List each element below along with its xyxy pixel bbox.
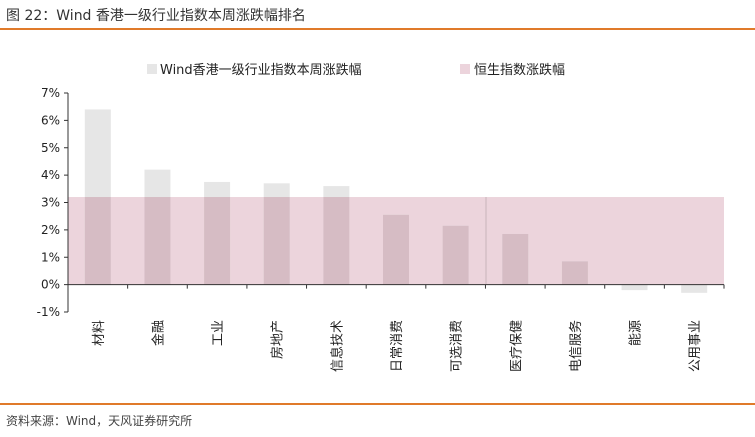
category-label: 房地产 (270, 320, 286, 359)
legend-swatch-sector (147, 64, 157, 74)
chart: Wind香港一级行业指数本周涨跌幅 恒生指数涨跌幅 7% 6% 5% 4% 3% 2% 1%… (37, 62, 725, 372)
legend-swatch-hsi (460, 64, 470, 74)
category-label: 金融 (150, 320, 166, 346)
legend: Wind香港一级行业指数本周涨跌幅 恒生指数涨跌幅 (147, 62, 565, 78)
bar-overlap-3 (263, 197, 290, 285)
bar-overlap-8 (561, 261, 588, 285)
category-label: 电信服务 (568, 320, 584, 372)
category-label: 医疗保健 (509, 320, 524, 372)
bar-overlap-0 (84, 197, 111, 285)
bar-10 (681, 284, 708, 293)
legend-label-hsi: 恒生指数涨跌幅 (474, 62, 565, 78)
source-note: 资料来源：Wind，天风证券研究所 (6, 414, 193, 428)
y-tick-label: 6% (41, 113, 60, 127)
y-tick-label: 7% (41, 86, 60, 100)
y-tick-label: 3% (41, 196, 60, 210)
y-tick-label: 1% (41, 250, 60, 264)
bar-overlap-5 (383, 214, 409, 285)
y-tick-label: -1% (37, 305, 60, 319)
category-label: 材料 (92, 320, 107, 346)
y-tick-label: 4% (41, 168, 60, 182)
bar-overlap-1 (144, 197, 171, 285)
category-label: 公用事业 (688, 320, 703, 372)
category-label: 能源 (629, 320, 644, 346)
category-label: 日常消费 (390, 320, 405, 372)
bottom-rule (0, 403, 755, 405)
y-tick-label: 2% (41, 223, 60, 237)
y-tick-label: 0% (41, 278, 60, 292)
bar-9 (621, 284, 648, 291)
bar-overlap-6 (442, 225, 469, 285)
figure-title: 图 22：Wind 香港一级行业指数本周涨跌幅排名 (6, 8, 306, 24)
top-rule (0, 28, 755, 30)
bar-overlap-2 (204, 197, 231, 285)
bar-overlap-7 (502, 233, 529, 285)
legend-label-sector: Wind香港一级行业指数本周涨跌幅 (160, 62, 362, 78)
y-tick-label: 5% (41, 141, 60, 155)
category-label: 信息技术 (329, 320, 345, 372)
category-label: 工业 (211, 320, 226, 346)
category-label: 可选消费 (450, 320, 465, 372)
bar-overlap-4 (323, 197, 350, 285)
